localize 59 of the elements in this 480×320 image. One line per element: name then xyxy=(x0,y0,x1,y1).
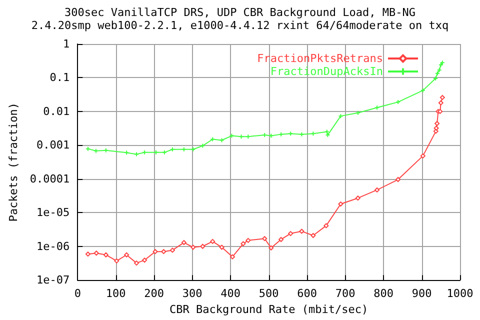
point xyxy=(85,252,90,257)
point xyxy=(181,240,186,246)
y-tick-label: 0.0001 xyxy=(30,172,70,186)
point xyxy=(161,249,166,254)
point xyxy=(114,258,120,264)
x-tick-label: 900 xyxy=(412,287,432,300)
point xyxy=(440,94,445,100)
point xyxy=(230,254,235,260)
point xyxy=(310,233,316,238)
legend-label: FractionDupAcksIn xyxy=(270,65,383,78)
point xyxy=(299,228,304,234)
y-tick-label: 1e-05 xyxy=(36,206,70,220)
x-tick-label: 0 xyxy=(74,287,81,300)
point xyxy=(142,258,148,263)
y-tick-label: 1 xyxy=(63,38,70,50)
point xyxy=(288,231,294,236)
y-axis-title: Packets (fraction) xyxy=(7,102,20,222)
point xyxy=(438,100,444,106)
y-tick-label: 1e-07 xyxy=(36,274,70,287)
point xyxy=(152,249,158,254)
point xyxy=(103,252,108,258)
point xyxy=(396,177,401,182)
point xyxy=(355,196,360,201)
point xyxy=(278,236,284,242)
x-tick-label: 100 xyxy=(106,287,126,300)
x-tick-label: 300 xyxy=(182,287,202,300)
x-tick-label: 400 xyxy=(220,287,241,300)
point xyxy=(420,153,426,158)
point xyxy=(246,238,251,243)
point xyxy=(190,244,196,250)
x-tick-label: 800 xyxy=(374,287,394,300)
x-tick-label: 500 xyxy=(258,287,279,300)
chart-subtitle: 2.4.20smp web100-2.2.1, e1000-4.4.12 rxint 64/64moderate on txq xyxy=(31,19,449,32)
point xyxy=(374,187,380,192)
x-tick-label: 600 xyxy=(297,287,317,300)
point xyxy=(134,260,140,266)
point xyxy=(170,248,175,253)
x-tick-label: 200 xyxy=(144,287,164,300)
point xyxy=(338,202,344,207)
point xyxy=(434,120,440,126)
point xyxy=(124,252,130,258)
point xyxy=(200,244,206,249)
x-axis-title: CBR Background Rate (mbit/sec) xyxy=(169,303,368,316)
x-tick-label: 1000 xyxy=(446,287,474,300)
legend-label: FractionPktsRetrans xyxy=(257,52,383,65)
point xyxy=(219,244,224,250)
y-tick-label: 0.001 xyxy=(36,138,70,152)
point xyxy=(240,241,246,246)
x-tick-label: 700 xyxy=(335,287,356,300)
y-tick-label: 1e-06 xyxy=(36,240,70,253)
y-tick-label: 0.1 xyxy=(50,71,70,84)
point xyxy=(434,126,439,131)
chart-title: 300sec VanillaTCP DRS, UDP CBR Background Load, MB-NG xyxy=(64,6,416,19)
point xyxy=(210,238,216,244)
point xyxy=(324,223,329,228)
point xyxy=(262,236,268,242)
y-tick-label: 0.01 xyxy=(43,104,70,118)
point xyxy=(94,250,99,256)
point xyxy=(268,245,274,250)
